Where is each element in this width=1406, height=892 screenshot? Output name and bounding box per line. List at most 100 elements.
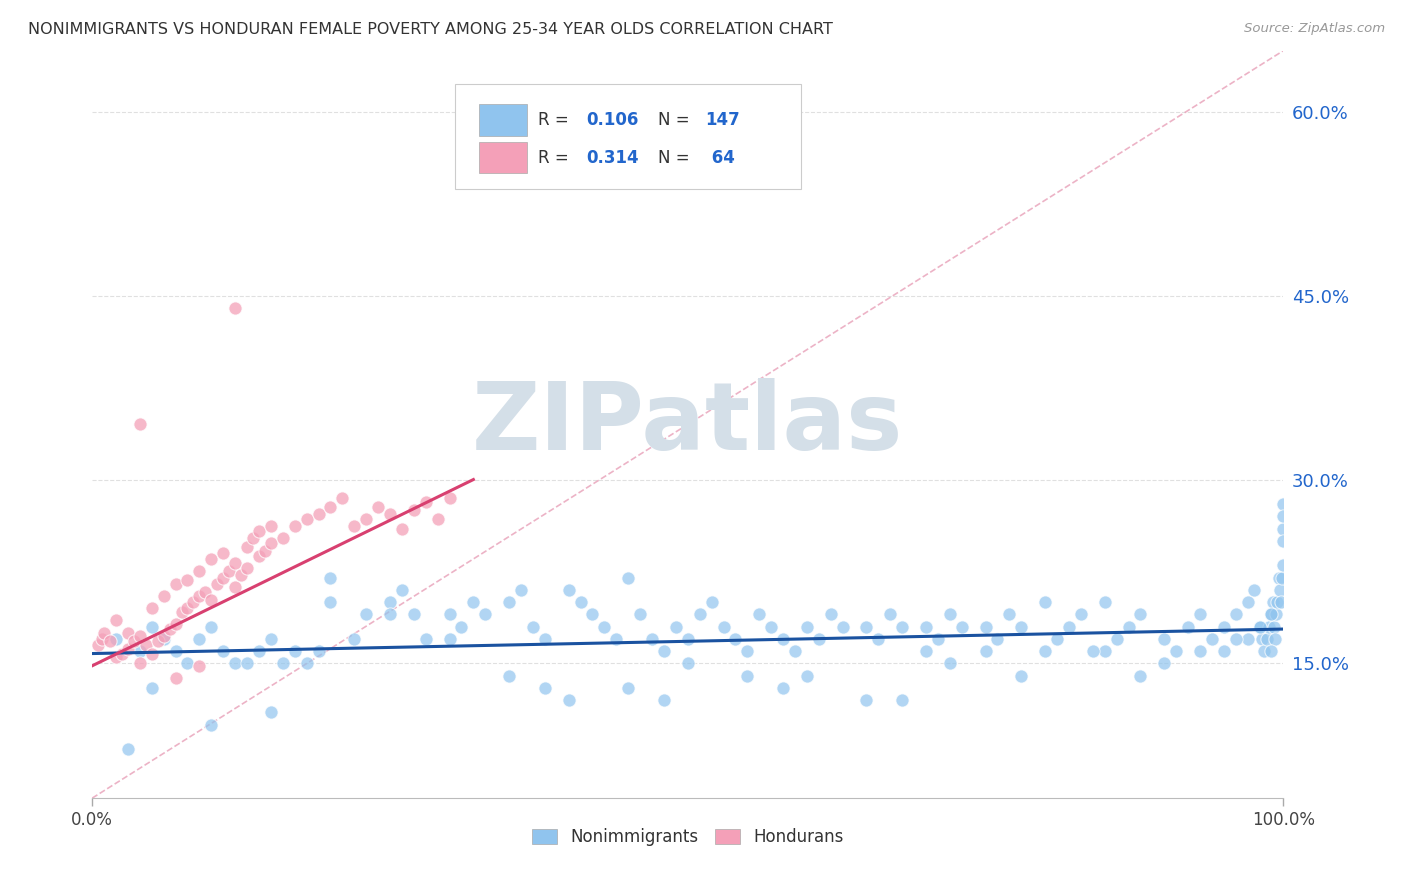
- Point: [676, 657, 699, 671]
- Point: [295, 657, 318, 671]
- Point: [522, 619, 544, 633]
- Point: [295, 512, 318, 526]
- Point: [1267, 571, 1289, 585]
- Point: [450, 619, 472, 633]
- Point: [183, 595, 205, 609]
- Point: [247, 644, 270, 658]
- Point: [93, 625, 115, 640]
- Point: [284, 644, 307, 658]
- Point: [557, 693, 579, 707]
- Point: [1105, 632, 1128, 646]
- Point: [1265, 607, 1288, 622]
- Point: [986, 632, 1008, 646]
- Point: [1033, 595, 1056, 609]
- FancyBboxPatch shape: [456, 85, 801, 189]
- Point: [1057, 619, 1080, 633]
- Point: [1236, 632, 1258, 646]
- Point: [247, 524, 270, 538]
- Point: [117, 641, 139, 656]
- Point: [224, 556, 246, 570]
- Point: [146, 634, 169, 648]
- Point: [152, 632, 174, 646]
- Point: [165, 644, 187, 658]
- Point: [105, 650, 128, 665]
- Point: [1264, 632, 1286, 646]
- Point: [236, 540, 259, 554]
- Text: 64: 64: [706, 149, 734, 167]
- FancyBboxPatch shape: [479, 142, 527, 173]
- Point: [1263, 619, 1285, 633]
- Point: [534, 632, 557, 646]
- Point: [820, 607, 842, 622]
- Point: [1260, 607, 1282, 622]
- Point: [1272, 522, 1295, 536]
- Point: [581, 607, 603, 622]
- Point: [188, 658, 211, 673]
- Point: [319, 595, 342, 609]
- Point: [474, 607, 496, 622]
- Point: [1129, 668, 1152, 682]
- Point: [308, 507, 330, 521]
- Point: [141, 601, 163, 615]
- Point: [105, 632, 128, 646]
- Point: [176, 657, 198, 671]
- Text: 0.106: 0.106: [586, 112, 638, 129]
- Point: [617, 681, 640, 695]
- Legend: Nonimmigrants, Hondurans: Nonimmigrants, Hondurans: [531, 828, 844, 846]
- Point: [1070, 607, 1092, 622]
- FancyBboxPatch shape: [479, 104, 527, 136]
- Point: [868, 632, 890, 646]
- Point: [1129, 607, 1152, 622]
- Point: [122, 634, 145, 648]
- Point: [415, 632, 437, 646]
- Point: [1212, 619, 1234, 633]
- Point: [308, 644, 330, 658]
- Point: [391, 582, 413, 597]
- Point: [152, 589, 174, 603]
- Point: [1010, 619, 1032, 633]
- Point: [1010, 668, 1032, 682]
- Point: [188, 589, 211, 603]
- Point: [200, 619, 222, 633]
- Text: 0.314: 0.314: [586, 149, 640, 167]
- Point: [1272, 558, 1295, 573]
- Point: [128, 417, 150, 432]
- Point: [713, 619, 735, 633]
- Point: [1258, 619, 1281, 633]
- Point: [783, 644, 806, 658]
- Point: [807, 632, 830, 646]
- Point: [176, 601, 198, 615]
- Text: 147: 147: [706, 112, 741, 129]
- Point: [253, 543, 276, 558]
- Point: [1272, 509, 1295, 524]
- Point: [772, 632, 794, 646]
- Point: [1243, 582, 1265, 597]
- Point: [759, 619, 782, 633]
- Point: [224, 580, 246, 594]
- Point: [974, 644, 997, 658]
- Point: [128, 629, 150, 643]
- Point: [1253, 644, 1275, 658]
- Point: [1212, 644, 1234, 658]
- Point: [676, 632, 699, 646]
- Point: [207, 576, 229, 591]
- Point: [105, 614, 128, 628]
- Point: [1268, 582, 1291, 597]
- Text: R =: R =: [537, 112, 574, 129]
- Point: [1249, 619, 1271, 633]
- Point: [605, 632, 627, 646]
- Point: [737, 668, 759, 682]
- Point: [378, 607, 401, 622]
- Point: [1081, 644, 1104, 658]
- Point: [950, 619, 973, 633]
- Point: [159, 622, 181, 636]
- Point: [402, 503, 425, 517]
- Point: [1188, 607, 1211, 622]
- Point: [343, 632, 366, 646]
- Point: [128, 657, 150, 671]
- Point: [891, 693, 914, 707]
- Point: [534, 681, 557, 695]
- Point: [152, 629, 174, 643]
- Text: ZIPatlas: ZIPatlas: [472, 378, 904, 470]
- Point: [1166, 644, 1188, 658]
